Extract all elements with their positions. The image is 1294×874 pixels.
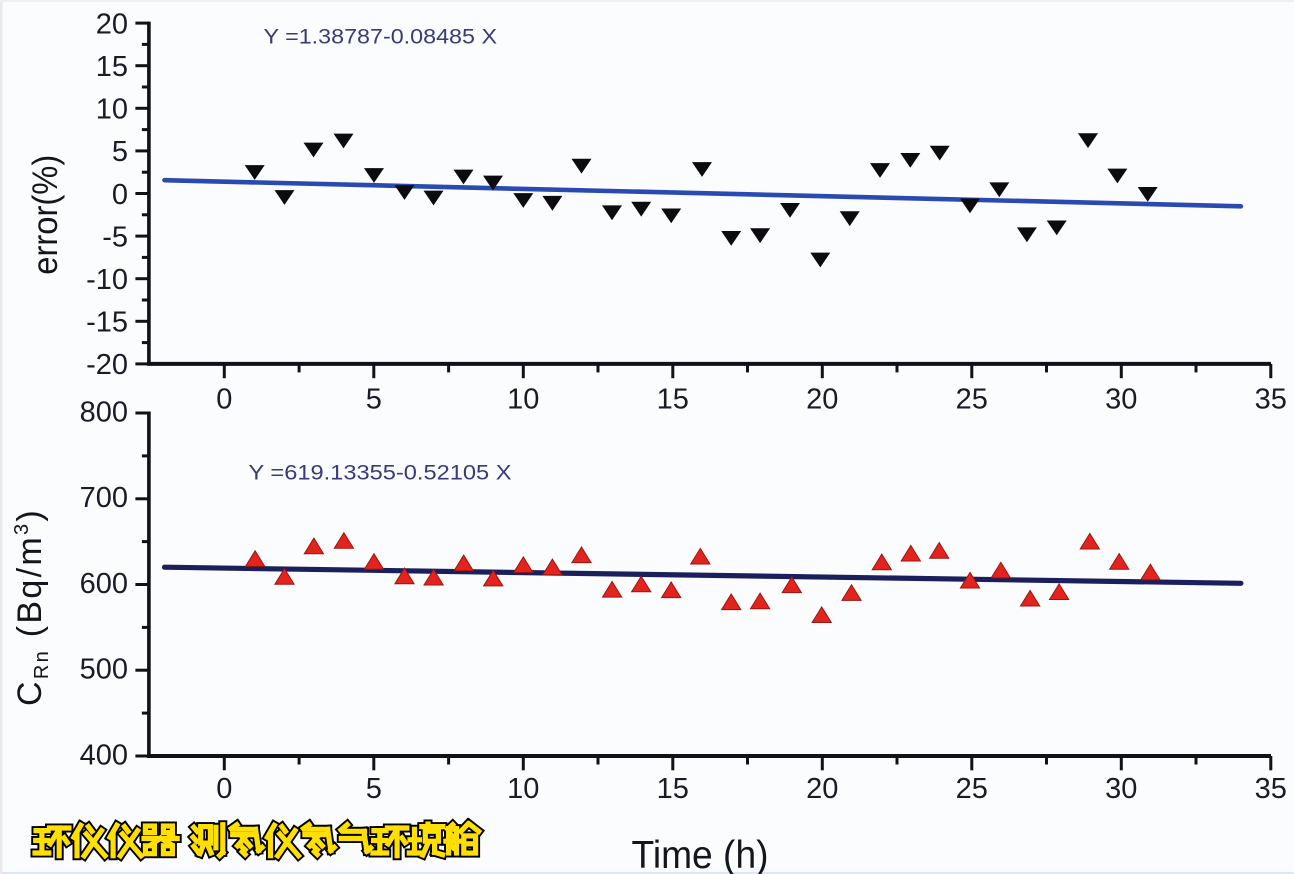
svg-text:20: 20 [806, 773, 838, 805]
svg-text:30: 30 [1105, 773, 1137, 805]
svg-text:Y =1.38787-0.08485 X: Y =1.38787-0.08485 X [264, 25, 498, 49]
svg-text:10: 10 [96, 94, 128, 126]
svg-text:20: 20 [96, 8, 128, 40]
svg-text:25: 25 [956, 384, 988, 416]
svg-text:-20: -20 [86, 349, 128, 381]
svg-text:5: 5 [366, 384, 382, 416]
svg-text:error(%): error(%) [26, 155, 65, 275]
svg-text:35: 35 [1255, 773, 1287, 805]
svg-text:CRn (Bq/m3): CRn (Bq/m3) [11, 508, 53, 706]
svg-text:-5: -5 [102, 221, 128, 253]
svg-text:Time (h): Time (h) [632, 834, 769, 874]
svg-text:-15: -15 [86, 307, 128, 339]
svg-text:10: 10 [507, 773, 539, 805]
svg-text:25: 25 [956, 773, 988, 805]
svg-text:Y =619.13355-0.52105 X: Y =619.13355-0.52105 X [249, 461, 512, 485]
svg-text:5: 5 [366, 773, 382, 805]
svg-text:15: 15 [96, 51, 128, 83]
svg-text:5: 5 [112, 136, 128, 168]
svg-text:35: 35 [1255, 384, 1287, 416]
svg-text:700: 700 [80, 482, 128, 514]
svg-text:15: 15 [657, 773, 689, 805]
svg-text:800: 800 [80, 396, 128, 428]
svg-text:15: 15 [657, 384, 689, 416]
svg-text:500: 500 [80, 654, 128, 686]
svg-text:20: 20 [806, 384, 838, 416]
svg-text:30: 30 [1105, 384, 1137, 416]
svg-text:600: 600 [80, 568, 128, 600]
svg-text:0: 0 [216, 384, 232, 416]
svg-text:0: 0 [112, 179, 128, 211]
svg-text:-10: -10 [86, 264, 128, 296]
svg-text:400: 400 [80, 739, 128, 771]
svg-text:10: 10 [507, 384, 539, 416]
svg-text:0: 0 [216, 773, 232, 805]
